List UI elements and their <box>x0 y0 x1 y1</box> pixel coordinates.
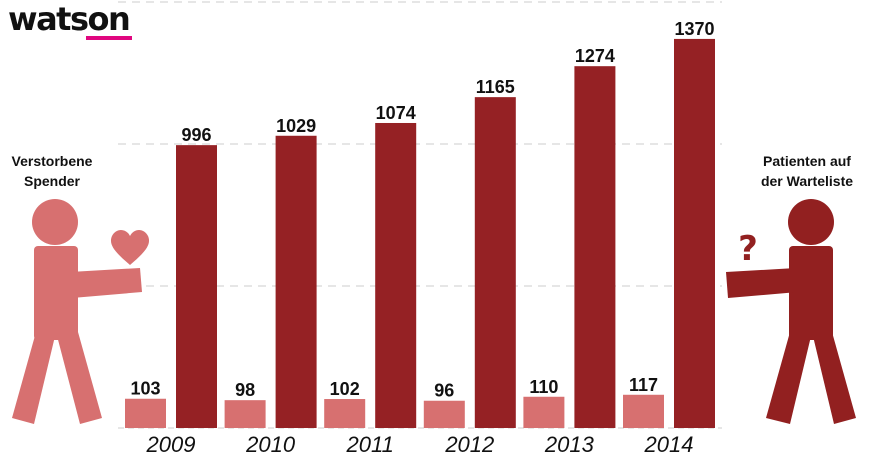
bar-donors-2009 <box>125 398 166 428</box>
bar-donors-2012 <box>423 400 465 428</box>
bar-donors-2013 <box>523 396 565 428</box>
year-label-2013: 2013 <box>544 432 595 457</box>
bar-donors-2011 <box>324 399 366 428</box>
bar-waitlist-2011 <box>375 122 417 428</box>
logo-underline <box>86 36 132 40</box>
value-labels: 103 996 98 1029 102 1074 96 1165 110 1274 117 1370 <box>130 19 714 401</box>
bar-waitlist-2009 <box>176 145 217 429</box>
waitlist-label-line1: Patienten auf <box>763 153 851 169</box>
gridlines <box>118 1 722 429</box>
year-label-2014: 2014 <box>644 432 694 457</box>
svg-text:?: ? <box>738 229 758 269</box>
bars <box>125 38 715 429</box>
value-label-waitlist-2010: 1029 <box>276 116 316 136</box>
year-label-2011: 2011 <box>346 432 394 457</box>
logo-text: watson <box>8 0 131 38</box>
person-with-question-mark-icon: ? <box>726 199 856 424</box>
year-label-2010: 2010 <box>245 432 296 457</box>
year-label-2012: 2012 <box>444 432 494 457</box>
donors-label-line2: Spender <box>23 173 80 189</box>
watson-logo: watson <box>8 0 132 40</box>
bar-waitlist-2014 <box>674 38 715 429</box>
value-label-donors-2011: 102 <box>330 379 360 399</box>
bar-donors-2014 <box>623 394 664 428</box>
value-label-waitlist-2013: 1274 <box>575 46 615 66</box>
donors-label: Verstorbene Spender <box>2 151 102 191</box>
value-label-waitlist-2014: 1370 <box>674 19 714 39</box>
bar-waitlist-2013 <box>574 66 616 429</box>
person-holding-heart-icon <box>12 199 150 424</box>
value-label-donors-2013: 110 <box>529 377 558 397</box>
year-labels: 2009 2010 2011 2012 2013 2014 <box>146 432 694 457</box>
value-label-donors-2010: 98 <box>235 380 255 400</box>
bar-waitlist-2010 <box>275 135 317 429</box>
value-label-waitlist-2012: 1165 <box>476 77 515 97</box>
waitlist-label-line2: der Warteliste <box>760 173 854 189</box>
value-label-donors-2012: 96 <box>434 381 454 401</box>
year-label-2009: 2009 <box>146 432 196 457</box>
waitlist-label: Patienten auf der Warteliste <box>742 151 872 191</box>
value-label-donors-2009: 103 <box>130 379 160 399</box>
bar-donors-2010 <box>224 400 266 428</box>
value-label-waitlist-2011: 1074 <box>376 103 416 123</box>
donors-label-line1: Verstorbene <box>11 153 93 169</box>
bar-waitlist-2012 <box>474 97 516 428</box>
value-label-donors-2014: 117 <box>629 375 658 395</box>
value-label-waitlist-2009: 996 <box>181 125 211 145</box>
